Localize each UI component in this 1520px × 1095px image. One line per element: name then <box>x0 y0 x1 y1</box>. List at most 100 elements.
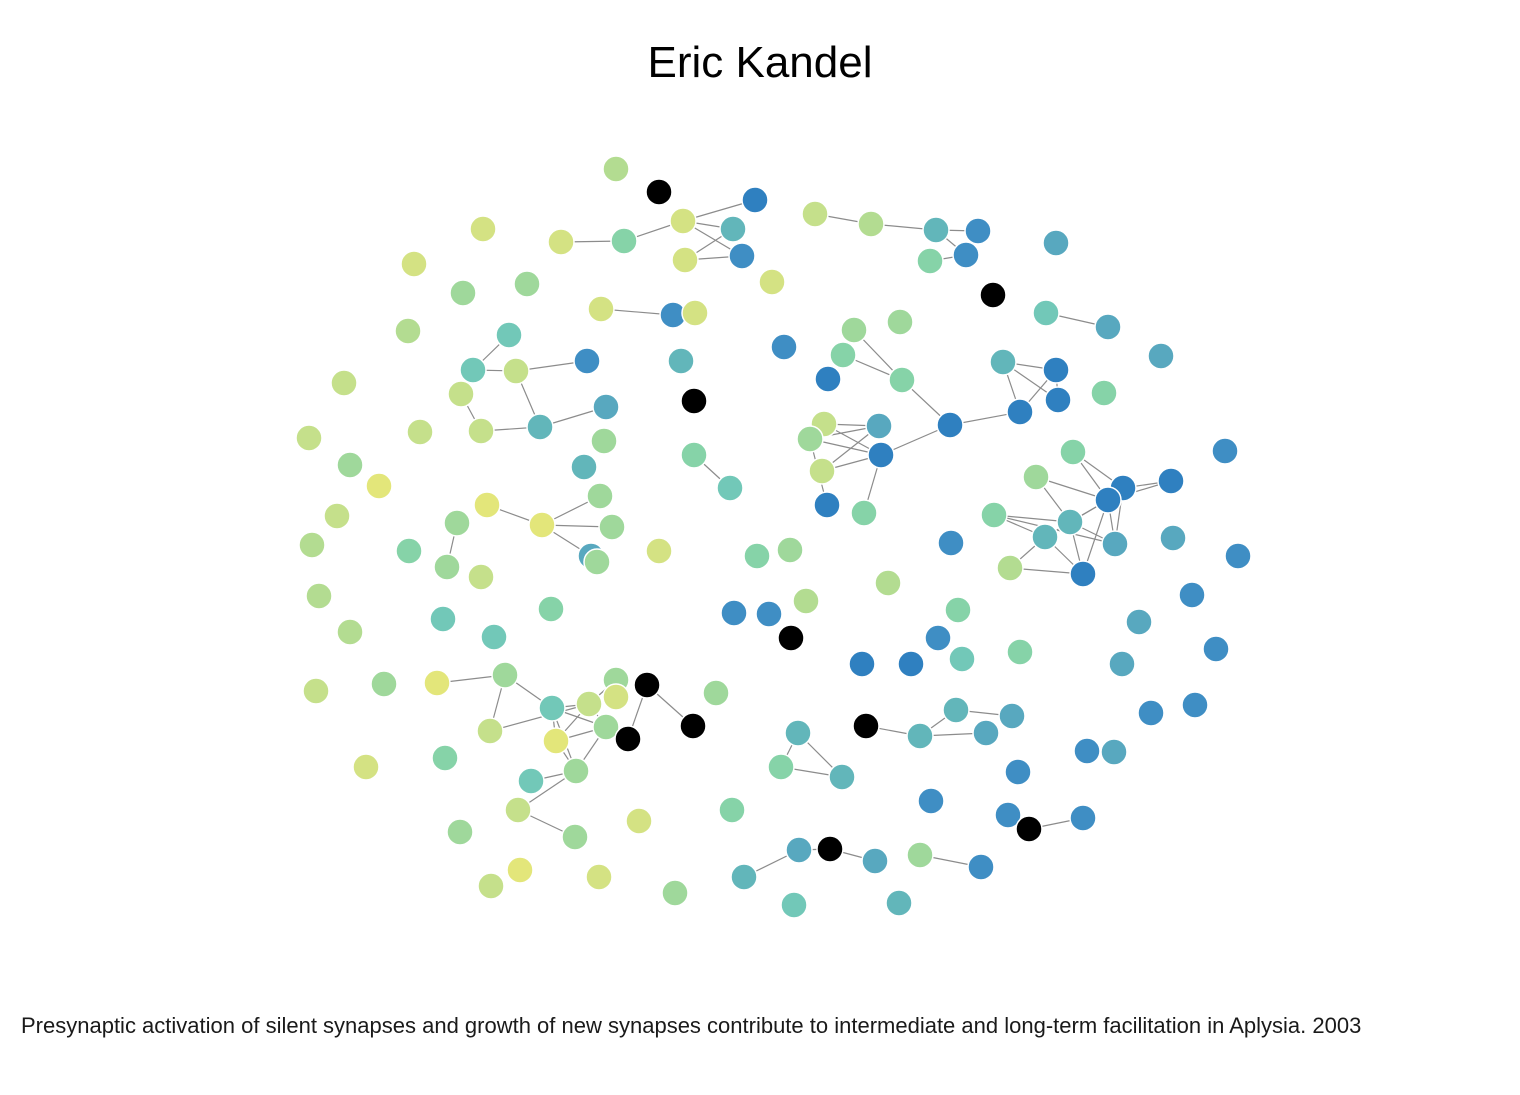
graph-node <box>1101 530 1129 558</box>
graph-node <box>828 763 856 791</box>
graph-node <box>583 548 611 576</box>
graph-node <box>295 424 323 452</box>
graph-node <box>1042 229 1070 257</box>
graph-node <box>767 753 795 781</box>
graph-node <box>998 702 1026 730</box>
graph-node <box>681 299 709 327</box>
graph-node <box>964 217 992 245</box>
graph-node <box>447 380 475 408</box>
graph-node <box>547 228 575 256</box>
graph-node <box>459 356 487 384</box>
graph-node <box>406 418 434 446</box>
graph-node <box>1159 524 1187 552</box>
graph-node <box>446 818 474 846</box>
graph-node <box>867 441 895 469</box>
graph-node <box>400 250 428 278</box>
graph-node <box>467 417 495 445</box>
graph-node-highlighted <box>614 725 642 753</box>
graph-node <box>865 412 893 440</box>
graph-node-highlighted <box>852 712 880 740</box>
graph-node <box>395 537 423 565</box>
graph-node <box>336 618 364 646</box>
graph-node <box>980 501 1008 529</box>
graph-node <box>808 457 836 485</box>
graph-node <box>298 531 326 559</box>
graph-node <box>1094 486 1122 514</box>
graph-node <box>431 744 459 772</box>
graph-node <box>861 847 889 875</box>
graph-node <box>561 823 589 851</box>
nodes <box>295 155 1252 919</box>
graph-node <box>796 425 824 453</box>
graph-node <box>537 595 565 623</box>
graph-node <box>517 767 545 795</box>
graph-node <box>590 427 618 455</box>
graph-node <box>936 411 964 439</box>
graph-node <box>874 569 902 597</box>
graph-node <box>1022 463 1050 491</box>
graph-node <box>719 215 747 243</box>
graph-node-highlighted <box>816 835 844 863</box>
graph-node <box>1090 379 1118 407</box>
graph-node <box>948 645 976 673</box>
graph-node-highlighted <box>633 671 661 699</box>
graph-node-highlighted <box>645 178 673 206</box>
graph-node <box>897 650 925 678</box>
graph-node <box>538 694 566 722</box>
graph-node <box>1100 738 1128 766</box>
graph-node <box>1181 691 1209 719</box>
graph-node <box>1108 650 1136 678</box>
graph-node <box>1032 299 1060 327</box>
graph-node <box>813 491 841 519</box>
graph-node <box>513 270 541 298</box>
graph-node <box>916 247 944 275</box>
figure-title: Eric Kandel <box>647 38 873 87</box>
graph-node <box>602 683 630 711</box>
graph-node <box>592 713 620 741</box>
graph-node <box>886 308 914 336</box>
graph-node <box>305 582 333 610</box>
graph-node <box>1006 638 1034 666</box>
graph-node <box>669 207 697 235</box>
graph-node <box>755 600 783 628</box>
graph-node <box>906 841 934 869</box>
graph-node-highlighted <box>680 387 708 415</box>
graph-node <box>495 321 523 349</box>
graph-node <box>741 186 769 214</box>
graph-node <box>302 677 330 705</box>
graph-node <box>480 623 508 651</box>
graph-node <box>365 472 393 500</box>
graph-node <box>502 357 530 385</box>
graph-node-highlighted <box>979 281 1007 309</box>
graph-node <box>586 482 614 510</box>
graph-node <box>573 347 601 375</box>
graph-node <box>944 596 972 624</box>
graph-node <box>996 554 1024 582</box>
graph-node <box>661 879 689 907</box>
graph-node <box>716 474 744 502</box>
graph-node <box>924 624 952 652</box>
graph-node <box>1094 313 1122 341</box>
graph-node <box>1125 608 1153 636</box>
graph-node <box>645 537 673 565</box>
graph-node <box>922 216 950 244</box>
graph-node <box>776 536 804 564</box>
graph-node <box>467 563 495 591</box>
graph-node <box>1042 356 1070 384</box>
graph-node <box>1178 581 1206 609</box>
graph-node <box>491 661 519 689</box>
graph-node <box>477 872 505 900</box>
graph-node <box>829 341 857 369</box>
graph-node <box>1202 635 1230 663</box>
graph-node <box>592 393 620 421</box>
graph-node <box>423 669 451 697</box>
graph-node <box>730 863 758 891</box>
graph-node <box>449 279 477 307</box>
graph-node <box>562 757 590 785</box>
edges <box>436 199 1172 878</box>
graph-edge <box>489 703 590 732</box>
graph-node <box>857 210 885 238</box>
graph-node <box>667 347 695 375</box>
graph-node <box>989 348 1017 376</box>
graph-node <box>680 441 708 469</box>
